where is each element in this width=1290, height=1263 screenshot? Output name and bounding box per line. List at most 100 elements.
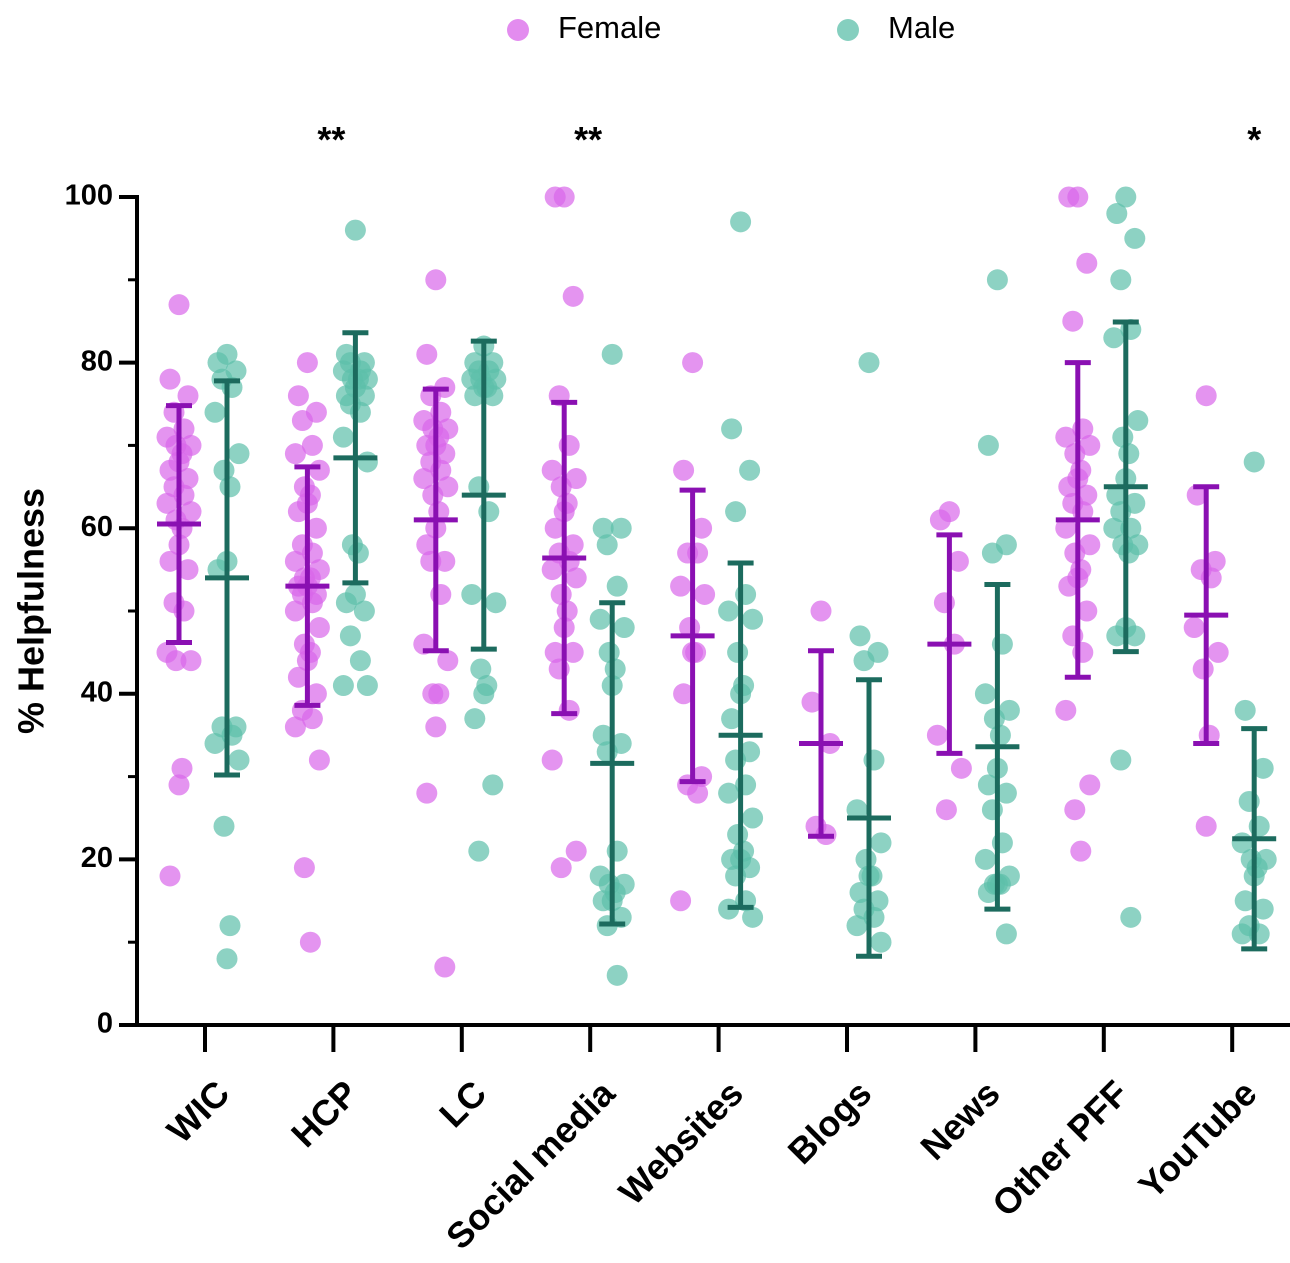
data-point (1118, 443, 1140, 465)
data-point (291, 410, 313, 432)
data-point (159, 550, 181, 572)
data-point (1120, 906, 1142, 928)
data-point (550, 857, 572, 879)
data-point (434, 956, 456, 978)
data-point (1070, 840, 1092, 862)
data-point (413, 468, 435, 490)
data-point (870, 931, 892, 953)
data-point (287, 501, 309, 523)
data-point (541, 749, 563, 771)
data-point (485, 592, 507, 614)
y-tick-label: 40 (81, 676, 113, 708)
data-point (606, 575, 628, 597)
data-point (1106, 625, 1128, 647)
data-point (673, 459, 695, 481)
x-tick-label: HCP (283, 1072, 366, 1155)
y-tick-label: 60 (81, 511, 113, 543)
data-point (301, 434, 323, 456)
data-point (1124, 625, 1146, 647)
data-point (1106, 203, 1128, 225)
data-point (284, 600, 306, 622)
data-point (1252, 898, 1274, 920)
data-point (296, 352, 318, 374)
data-point (849, 625, 871, 647)
data-point (742, 906, 764, 928)
data-point (981, 542, 1003, 564)
data-point (721, 708, 743, 730)
data-point (673, 683, 695, 705)
data-point (437, 650, 459, 672)
data-point (718, 782, 740, 804)
data-point (544, 641, 566, 663)
data-point (165, 650, 187, 672)
data-point (544, 517, 566, 539)
data-point (171, 757, 193, 779)
data-point (541, 559, 563, 581)
x-tick-label: LC (431, 1072, 494, 1135)
data-point (725, 501, 747, 523)
data-point (207, 559, 229, 581)
data-point (995, 923, 1017, 945)
significance-label: ** (574, 119, 602, 160)
x-tick-label: WIC (159, 1072, 237, 1150)
data-point (473, 683, 495, 705)
data-point (592, 724, 614, 746)
data-point (344, 219, 366, 241)
data-point (601, 343, 623, 365)
data-point (730, 211, 752, 233)
data-point (974, 848, 996, 870)
data-point (1106, 484, 1128, 506)
data-point (1103, 517, 1125, 539)
data-point (870, 832, 892, 854)
data-point (977, 774, 999, 796)
data-point (742, 608, 764, 630)
data-point (1118, 542, 1140, 564)
data-point (596, 534, 618, 556)
data-point (416, 343, 438, 365)
data-point (168, 774, 190, 796)
data-point (425, 269, 447, 291)
data-point (1192, 658, 1214, 680)
data-point (1076, 600, 1098, 622)
data-point (293, 857, 315, 879)
data-point (204, 401, 226, 423)
data-point (428, 683, 450, 705)
data-point (995, 782, 1017, 804)
data-point (228, 749, 250, 771)
data-point (1110, 269, 1132, 291)
data-point (986, 269, 1008, 291)
data-point (610, 517, 632, 539)
data-point (482, 385, 504, 407)
x-tick-label: Other PFF (984, 1072, 1136, 1224)
data-point (670, 575, 692, 597)
data-point (168, 294, 190, 316)
data-point (284, 443, 306, 465)
data-point (989, 724, 1011, 746)
data-point (544, 186, 566, 208)
data-point (926, 724, 948, 746)
data-point (347, 542, 369, 564)
y-tick-label: 0 (97, 1008, 113, 1040)
data-point (1058, 476, 1080, 498)
data-point (284, 716, 306, 738)
data-point (727, 641, 749, 663)
data-point (1110, 749, 1132, 771)
data-point (177, 385, 199, 407)
data-point (339, 625, 361, 647)
data-point (207, 352, 229, 374)
data-point (687, 782, 709, 804)
data-point (592, 517, 614, 539)
data-point (1055, 426, 1077, 448)
significance-label: * (1247, 119, 1261, 160)
data-point (541, 459, 563, 481)
data-point (670, 890, 692, 912)
data-point (691, 517, 713, 539)
legend-marker (507, 19, 529, 41)
y-axis-label: % Helpfulness (11, 488, 52, 734)
y-tick-label: 80 (81, 345, 113, 377)
data-point (482, 774, 504, 796)
data-point (929, 509, 951, 531)
data-point (180, 650, 202, 672)
data-point (159, 368, 181, 390)
